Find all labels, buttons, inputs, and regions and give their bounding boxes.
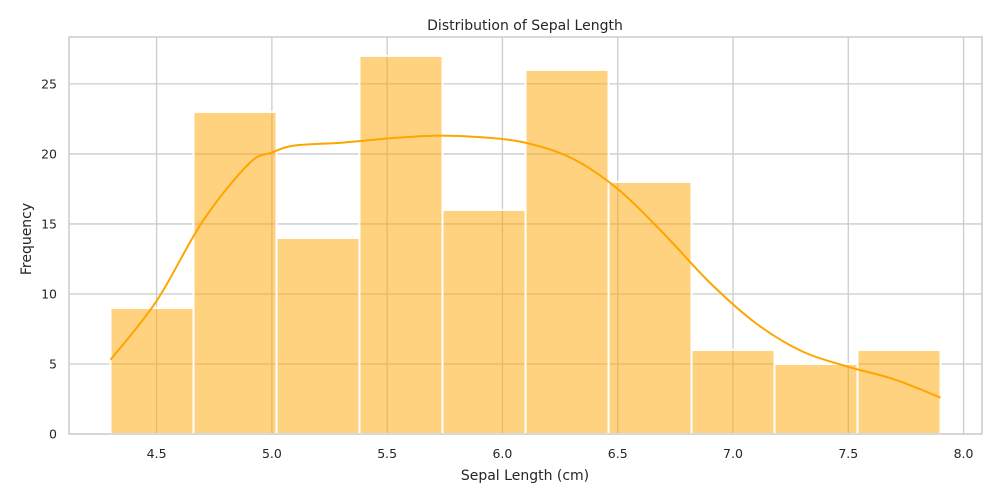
histogram-bar (773, 362, 859, 435)
histogram-bar (690, 348, 776, 435)
x-axis-label: Sepal Length (cm) (461, 468, 589, 484)
x-tick-label: 7.0 (723, 446, 743, 461)
x-tick-label: 7.5 (838, 446, 858, 461)
x-tick-label: 6.0 (492, 446, 512, 461)
tick-labels: 4.5 5.0 5.5 6.0 6.5 7.0 7.5 8.0 0 5 10 15 20 25 (41, 76, 973, 461)
histogram-bar (109, 306, 195, 436)
y-tick-label: 0 (49, 427, 57, 442)
histogram-bar (441, 208, 527, 435)
x-tick-label: 5.0 (262, 446, 282, 461)
histogram-bar (192, 110, 278, 435)
y-tick-label: 10 (41, 286, 57, 301)
y-tick-label: 15 (41, 216, 57, 231)
chart-title: Distribution of Sepal Length (427, 18, 623, 34)
x-tick-label: 4.5 (147, 446, 167, 461)
y-tick-label: 20 (41, 146, 57, 161)
y-tick-label: 25 (41, 76, 57, 91)
plot-frame (68, 36, 983, 435)
axes-spine (68, 36, 983, 435)
histogram-bar (524, 68, 610, 435)
histogram-bar (358, 54, 444, 436)
histogram-bar (607, 180, 693, 435)
y-axis-label: Frequency (19, 203, 35, 275)
histogram-bar (275, 236, 361, 435)
x-tick-label: 8.0 (954, 446, 974, 461)
kde-curve-group (109, 134, 941, 399)
kde-curve (109, 134, 941, 399)
y-tick-label: 5 (49, 356, 57, 371)
histogram-bars (109, 54, 942, 436)
x-tick-label: 6.5 (608, 446, 628, 461)
x-tick-label: 5.5 (377, 446, 397, 461)
